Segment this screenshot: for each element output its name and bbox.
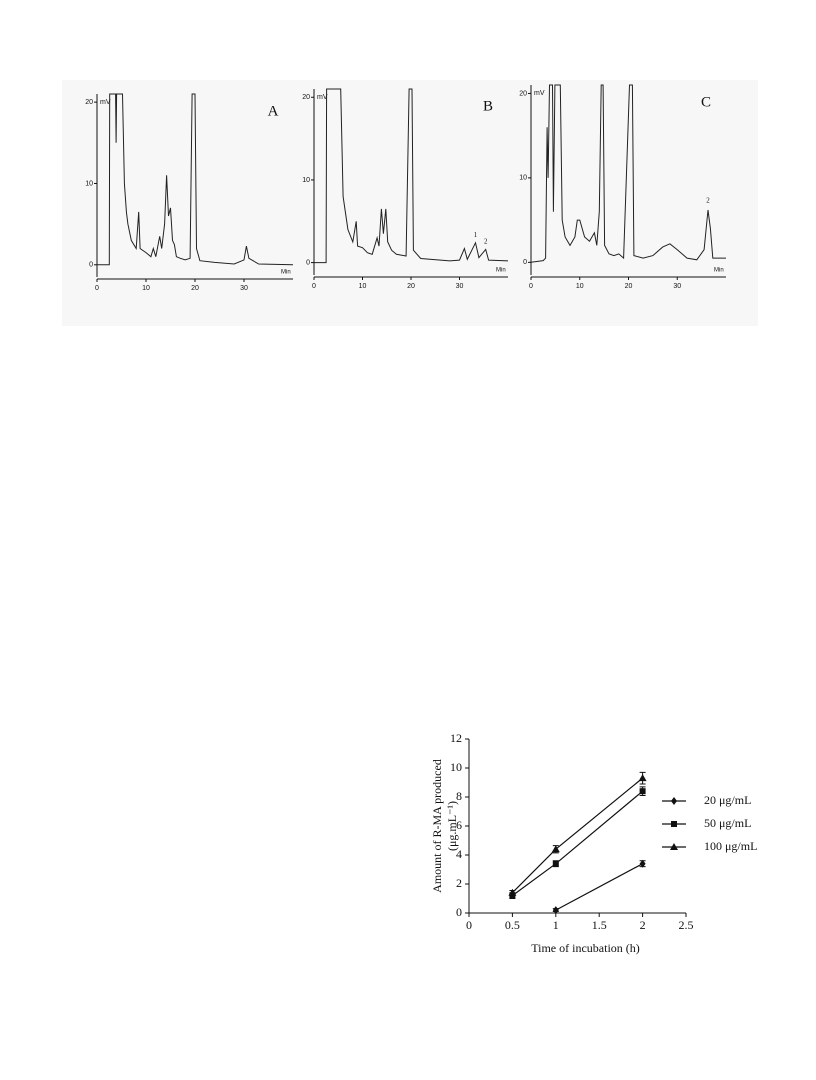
y-tick-label: 10 [450, 760, 462, 774]
peak-label: 2 [484, 238, 488, 246]
data-point [552, 906, 559, 915]
x-tick-label: 0.5 [505, 918, 520, 932]
x-tick-label: 30 [456, 283, 464, 290]
x-axis-label: Min [281, 270, 291, 276]
data-point [639, 788, 646, 795]
data-point [638, 774, 647, 782]
y-axis-label: mV [100, 99, 111, 106]
x-tick-label: 10 [576, 283, 584, 290]
x-tick-label: 20 [407, 283, 415, 290]
y-axis-label: (μg.mL⁻¹) [445, 801, 459, 851]
y-tick-label: 10 [302, 177, 310, 184]
y-tick-label: 0 [456, 905, 462, 919]
y-tick-label: 6 [456, 818, 462, 832]
legend-marker [671, 797, 677, 805]
panel-label: A [268, 103, 279, 119]
y-tick-label: 0 [89, 262, 93, 269]
y-axis-label: Amount of R-MA produced [430, 759, 444, 893]
peak-label: 1 [474, 231, 478, 239]
panel-label: C [701, 94, 711, 110]
legend-marker [671, 821, 677, 827]
y-tick-label: 10 [85, 180, 93, 187]
y-axis-label: mV [317, 94, 328, 101]
x-tick-label: 0 [95, 285, 99, 292]
y-tick-label: 20 [302, 94, 310, 101]
y-tick-label: 20 [519, 90, 527, 97]
y-axis-label: mV [534, 90, 545, 97]
series-line [512, 790, 643, 897]
x-tick-label: 1.5 [592, 918, 607, 932]
x-tick-label: 10 [359, 283, 367, 290]
series-line [511, 777, 643, 894]
y-tick-label: 12 [450, 731, 462, 745]
x-tick-label: 20 [191, 285, 199, 292]
x-tick-label: 2 [640, 918, 646, 932]
x-tick-label: 10 [142, 285, 150, 292]
chromatogram-trace [97, 93, 294, 266]
y-tick-label: 10 [519, 175, 527, 182]
x-tick-label: 0 [466, 918, 472, 932]
legend-label: 20 μg/mL [704, 793, 751, 807]
y-tick-label: 0 [306, 259, 310, 266]
legend-label: 100 μg/mL [704, 839, 757, 853]
y-tick-label: 2 [456, 876, 462, 890]
x-tick-label: 20 [625, 283, 633, 290]
chromatogram-trace [314, 88, 509, 264]
y-tick-label: 0 [523, 259, 527, 266]
x-tick-label: 0 [529, 283, 533, 290]
peak-label: 2 [706, 196, 710, 204]
x-tick-label: 1 [553, 918, 559, 932]
data-point [551, 845, 560, 853]
data-point [639, 859, 646, 868]
x-tick-label: 2.5 [679, 918, 694, 932]
data-point [508, 888, 517, 896]
y-tick-label: 4 [456, 847, 462, 861]
x-tick-label: 30 [240, 285, 248, 292]
x-tick-label: 30 [673, 283, 681, 290]
panel-label: B [483, 98, 493, 114]
legend-label: 50 μg/mL [704, 816, 751, 830]
figure-background [62, 80, 758, 326]
data-point [552, 860, 559, 867]
y-tick-label: 20 [85, 99, 93, 106]
x-axis-label: Min [496, 268, 506, 274]
x-axis-label: Min [714, 268, 724, 274]
series-line [555, 863, 643, 911]
x-tick-label: 0 [312, 283, 316, 290]
chromatogram-trace [530, 84, 726, 263]
x-axis-label: Time of incubation (h) [531, 941, 640, 955]
y-tick-label: 8 [456, 789, 462, 803]
legend-marker [670, 843, 678, 850]
